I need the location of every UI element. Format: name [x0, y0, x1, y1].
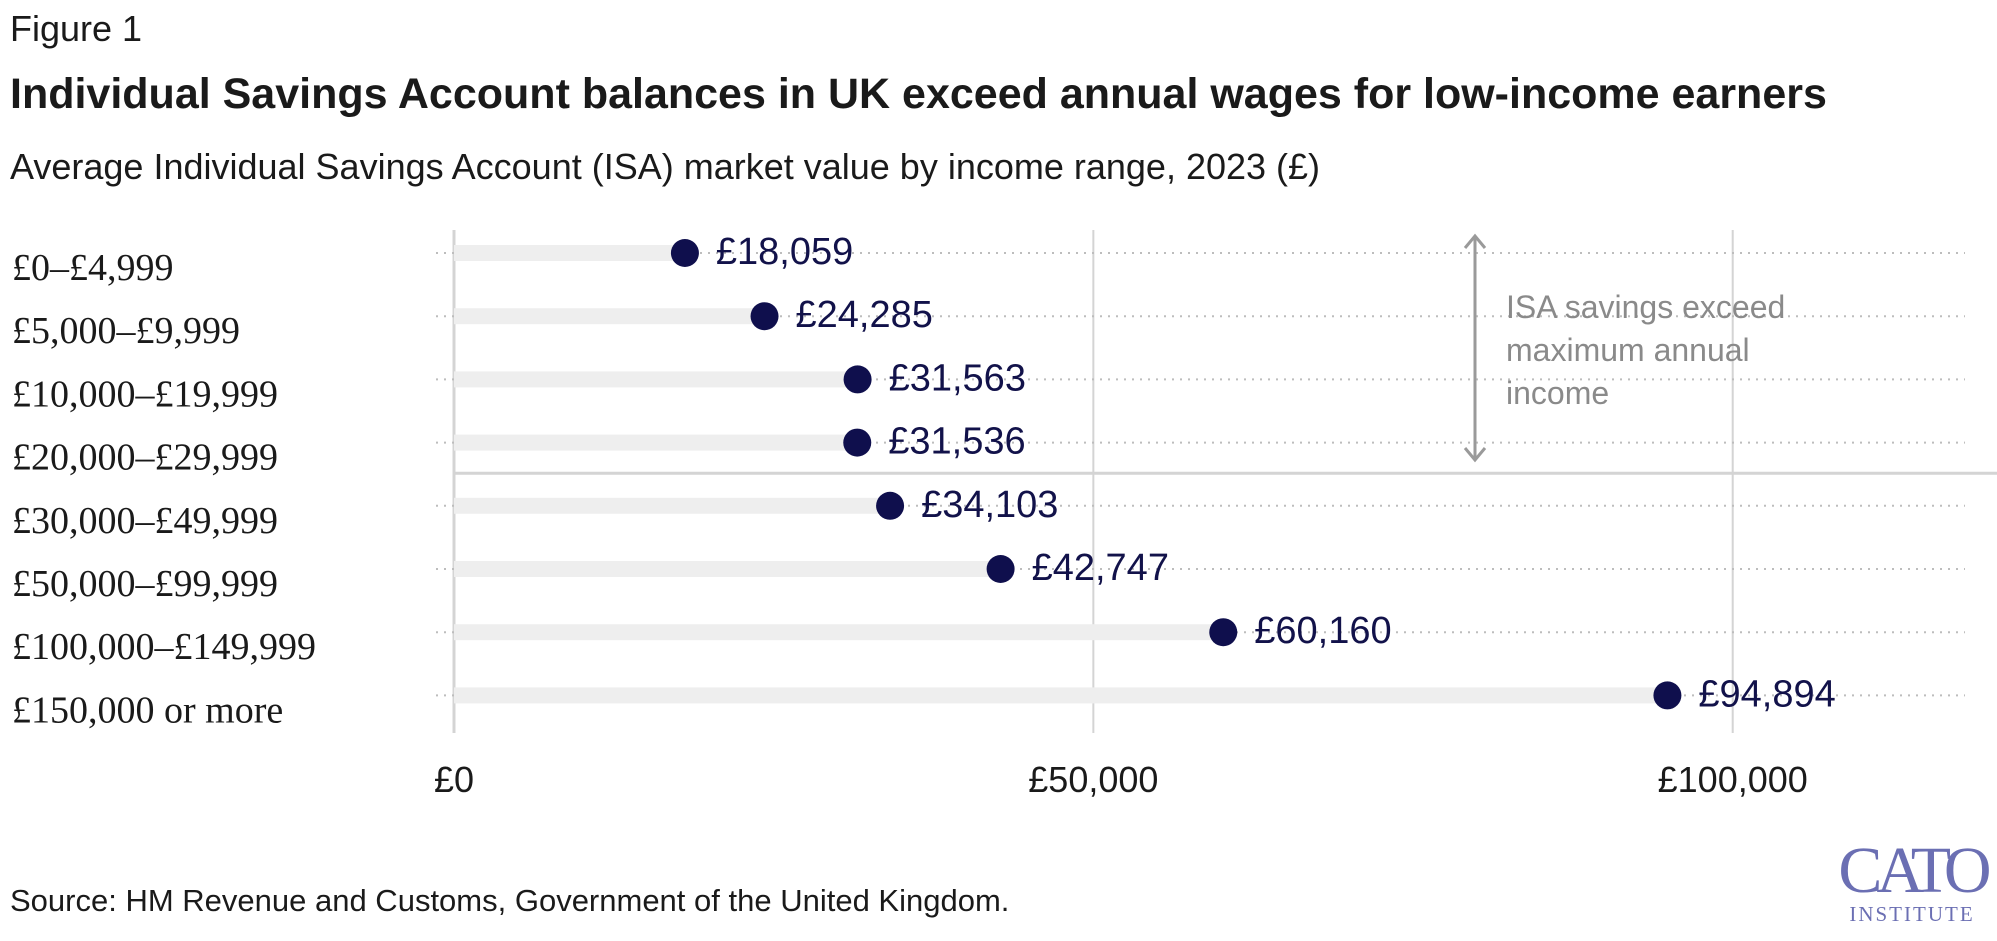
value-track	[454, 245, 685, 261]
data-label: £24,285	[796, 294, 933, 336]
value-track	[454, 561, 1001, 577]
data-point	[750, 302, 779, 331]
data-point	[843, 365, 872, 394]
data-label: £34,103	[921, 484, 1058, 526]
dot-layer	[670, 239, 1682, 710]
data-label: £60,160	[1254, 610, 1391, 652]
track-layer	[454, 245, 1668, 704]
dot-chart: ISA savings exceed maximum annual income £…	[12, 230, 1997, 800]
source-note: Source: HM Revenue and Customs, Governme…	[10, 883, 1010, 918]
annotation-layer: ISA savings exceed maximum annual income	[1463, 233, 1785, 463]
category-label: £100,000–£149,999	[12, 626, 316, 668]
value-track	[454, 624, 1224, 641]
annotation-arrow-head-bottom	[1463, 447, 1487, 463]
category-label: £30,000–£49,999	[12, 500, 278, 542]
annotation-text: maximum annual	[1506, 332, 1750, 368]
annotation-text: income	[1506, 375, 1609, 411]
category-label: £150,000 or more	[12, 689, 283, 731]
value-track	[454, 497, 891, 514]
category-label: £20,000–£29,999	[12, 437, 278, 479]
value-track	[454, 371, 858, 388]
value-track	[454, 687, 1668, 704]
data-label: £42,747	[1032, 547, 1169, 589]
annotation-text: ISA savings exceed	[1506, 289, 1785, 325]
logo-main-text: CATO	[1838, 834, 1991, 907]
x-tick-label: £100,000	[1658, 759, 1808, 800]
x-tick-label: £0	[434, 759, 474, 800]
chart-title: Individual Savings Account balances in U…	[10, 70, 1827, 118]
logo-sub-text: INSTITUTE	[1849, 902, 1975, 926]
chart-subtitle: Average Individual Savings Account (ISA)…	[10, 146, 1321, 187]
value-track	[454, 308, 765, 325]
data-label: £18,059	[716, 231, 853, 273]
data-point	[1653, 681, 1682, 710]
data-label: £31,536	[888, 421, 1025, 463]
data-label: £31,563	[889, 357, 1026, 399]
category-label: £50,000–£99,999	[12, 563, 278, 605]
category-label: £5,000–£9,999	[12, 310, 240, 352]
data-label: £94,894	[1698, 673, 1835, 715]
x-tick-label: £50,000	[1028, 759, 1158, 800]
category-label: £0–£4,999	[12, 247, 174, 289]
annotation-arrow-head-top	[1463, 233, 1487, 249]
data-point	[876, 491, 905, 520]
data-point	[1209, 618, 1238, 647]
value-track	[454, 434, 858, 451]
figure-label: Figure 1	[10, 8, 143, 49]
data-point	[670, 239, 699, 267]
data-point	[843, 428, 872, 457]
category-label: £10,000–£19,999	[12, 373, 278, 415]
label-layer: £0 £50,000 £100,000 £18,059 £0–£4,999 £24,285…	[12, 231, 1836, 800]
cato-logo: CATO INSTITUTE	[1828, 838, 1996, 932]
data-point	[986, 555, 1015, 583]
